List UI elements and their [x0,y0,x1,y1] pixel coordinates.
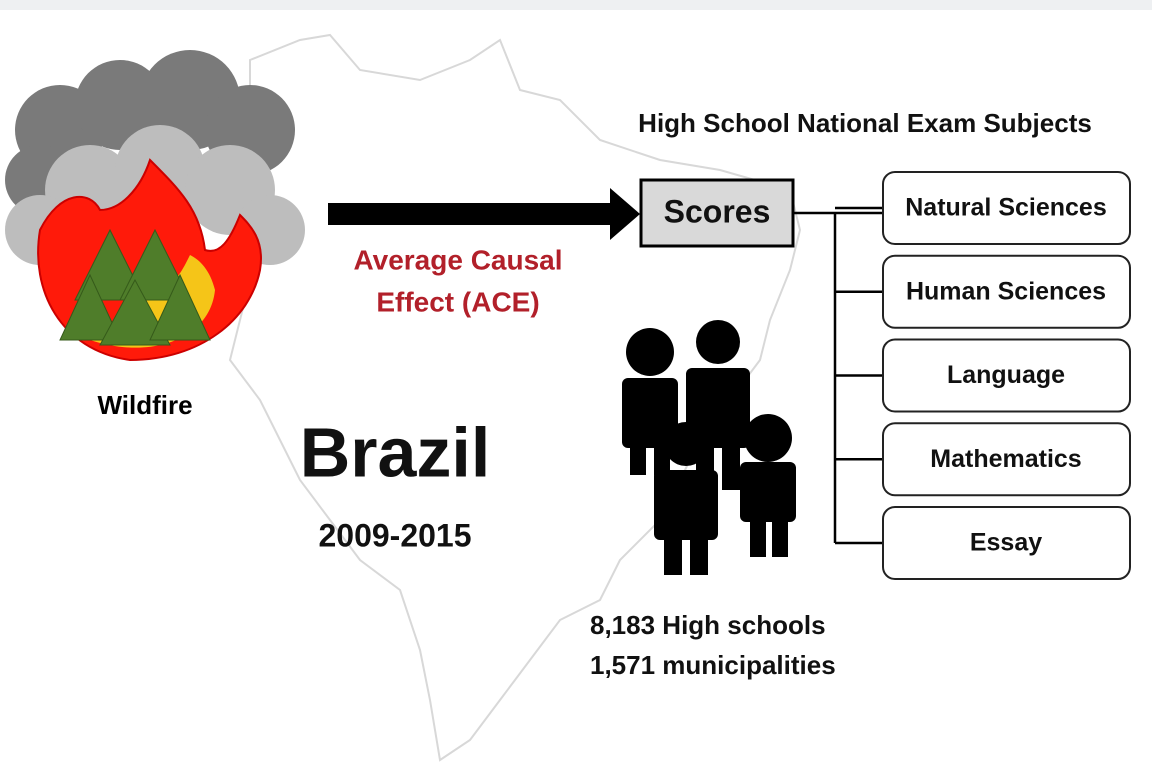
wildfire-label: Wildfire [97,390,192,420]
effect-label: Effect (ACE) [376,286,539,317]
subject-label: Mathematics [930,445,1081,473]
subject-box [882,506,1131,580]
top-border [0,0,1152,10]
subject-box [882,171,1131,245]
arrow-head [610,188,640,240]
country-name: Brazil [300,413,491,491]
subject-label: Essay [970,529,1042,557]
subject-box [882,422,1131,497]
subject-box [882,254,1131,329]
exam-title: High School National Exam Subjects [638,108,1092,138]
people-icon [622,320,796,575]
years: 2009-2015 [318,517,471,553]
effect-label: Average Causal [353,244,562,275]
subject-box [882,338,1131,413]
map-outline [228,33,802,762]
scores-label: Scores [664,193,771,229]
subject-label: Language [947,361,1065,389]
subject-label: Natural Sciences [905,194,1107,222]
subject-label: Human Sciences [906,277,1106,305]
arrow-shaft [328,203,613,225]
trees [59,228,211,346]
sample-label: 8,183 High schools [590,610,826,640]
sample-label: 1,571 municipalities [590,650,836,680]
